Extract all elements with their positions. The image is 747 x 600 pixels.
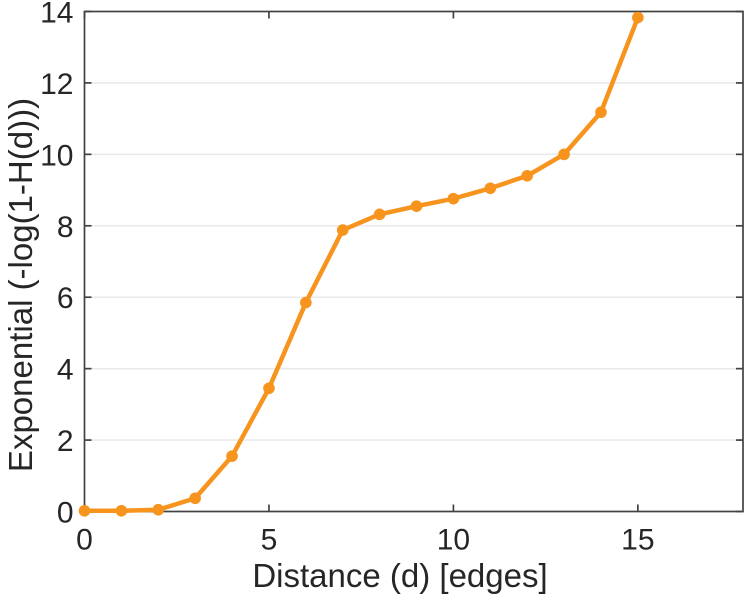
plot-frame <box>83 10 744 513</box>
data-point <box>558 148 570 161</box>
data-point <box>410 200 423 212</box>
data-point <box>595 106 607 119</box>
data-point <box>632 11 644 24</box>
data-point <box>226 450 238 462</box>
y-tick-label: 4 <box>57 354 74 387</box>
axes-layer <box>83 10 744 513</box>
data-point <box>447 192 460 205</box>
data-point <box>263 382 275 395</box>
data-layer <box>78 11 644 517</box>
x-tick-label: 0 <box>76 524 93 557</box>
data-point <box>189 492 201 505</box>
x-tick-label: 10 <box>437 524 470 557</box>
y-tick-label: 14 <box>40 0 73 30</box>
data-point <box>300 296 312 309</box>
x-tick-label: 15 <box>621 524 654 557</box>
y-tick-label: 10 <box>40 139 73 172</box>
y-tick-label: 12 <box>40 68 73 101</box>
data-point <box>373 208 386 221</box>
y-tick-label: 8 <box>57 211 74 244</box>
x-tick-labels: 0 5 10 15 <box>76 524 654 557</box>
data-point <box>78 504 91 517</box>
data-line <box>82 15 641 514</box>
data-point <box>484 182 497 195</box>
y-tick-label: 0 <box>57 497 74 530</box>
data-point <box>115 504 128 517</box>
x-axis-label: Distance (d) [edges] <box>252 557 548 594</box>
data-point <box>152 503 165 516</box>
data-point <box>336 224 349 236</box>
x-tick-label: 5 <box>261 524 278 557</box>
y-tick-label: 6 <box>57 282 74 315</box>
y-tick-labels: 0 2 4 6 8 10 12 14 <box>40 0 73 530</box>
y-axis-label: Exponential (-log(1-H(d))) <box>2 97 39 473</box>
grid-layer <box>84 82 743 441</box>
y-tick-label: 2 <box>57 425 74 458</box>
data-point <box>521 169 533 182</box>
